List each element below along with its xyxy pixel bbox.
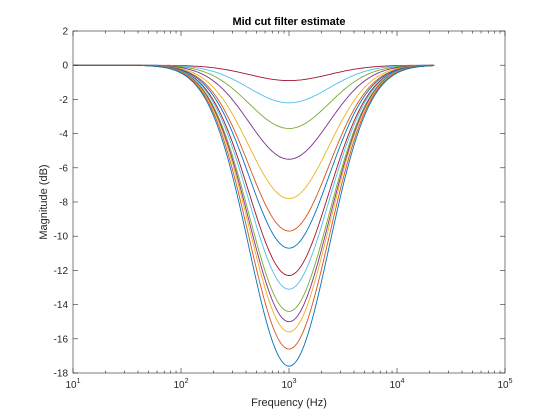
y-tick-label: -2 <box>59 95 68 106</box>
series-layer <box>73 64 435 367</box>
x-tick-label: 105 <box>497 378 512 391</box>
series-line-14 <box>73 64 435 367</box>
y-ticks: 2 0 -2 -4 -6 -8 -10 -12 -14 -16 -18 <box>54 27 505 380</box>
x-ticks: 101 102 103 104 105 <box>65 31 513 391</box>
y-tick-label: -10 <box>54 232 69 243</box>
x-tick-label: 102 <box>173 378 188 391</box>
plot-area: 101 102 103 104 105 2 0 -2 -4 -6 -8 -10 -12 -14 -16 -1… <box>54 27 513 392</box>
y-tick-label: -8 <box>59 198 68 209</box>
x-axis-label: Frequency (Hz) <box>251 397 327 409</box>
x-tick-label: 103 <box>281 378 296 391</box>
y-tick-label: -6 <box>59 163 68 174</box>
x-tick-label: 101 <box>65 378 80 391</box>
chart-title: Mid cut filter estimate <box>232 16 345 28</box>
y-tick-label: -4 <box>59 129 68 140</box>
y-tick-label: 0 <box>62 61 68 72</box>
y-tick-label: -18 <box>54 369 69 380</box>
y-tick-label: -14 <box>54 300 69 311</box>
axes-box <box>72 30 506 374</box>
y-tick-label: 2 <box>62 27 68 38</box>
x-tick-label: 104 <box>389 378 404 391</box>
y-tick-label: -16 <box>54 334 69 345</box>
y-tick-label: -12 <box>54 266 69 277</box>
y-axis-label: Magnitude (dB) <box>38 164 50 239</box>
